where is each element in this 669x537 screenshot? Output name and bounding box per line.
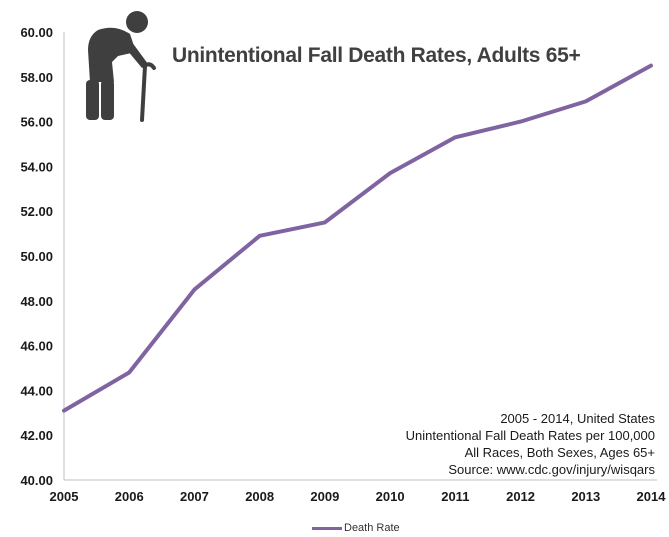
annotation-line: Source: www.cdc.gov/injury/wisqars (448, 462, 655, 477)
y-tick-label: 60.00 (20, 25, 53, 40)
elderly-person-with-cane-icon (86, 11, 156, 122)
x-tick-label: 2011 (441, 489, 469, 504)
axes (63, 32, 657, 481)
legend-swatch (312, 526, 342, 530)
x-tick-label: 2008 (245, 489, 274, 504)
annotation-line: Unintentional Fall Death Rates per 100,0… (405, 428, 655, 443)
x-tick-label: 2009 (310, 489, 339, 504)
series-line-death-rate (62, 63, 653, 413)
chart-legend: Death Rate (312, 522, 400, 534)
x-tick-label: 2012 (506, 489, 535, 504)
chart-annotation: 2005 - 2014, United States Unintentional… (406, 410, 655, 478)
y-tick-label: 52.00 (20, 204, 53, 219)
y-tick-label: 50.00 (20, 249, 53, 264)
y-tick-label: 46.00 (20, 339, 53, 354)
y-tick-label: 58.00 (20, 70, 53, 85)
y-tick-label: 42.00 (20, 428, 53, 443)
x-tick-label: 2006 (115, 489, 144, 504)
y-tick-label: 44.00 (20, 383, 53, 398)
x-tick-label: 2010 (376, 489, 405, 504)
x-tick-label: 2007 (180, 489, 209, 504)
x-tick-label: 2005 (50, 489, 79, 504)
series-layer (62, 63, 653, 413)
y-tick-label: 54.00 (20, 159, 53, 174)
y-tick-label: 48.00 (20, 294, 53, 309)
chart-title: Unintentional Fall Death Rates, Adults 6… (172, 44, 581, 67)
y-axis-ticks: 40.00 42.00 44.00 46.00 48.00 50.00 52.00 54.00… (20, 25, 53, 488)
x-axis-ticks: 2005 2006 2007 2008 2009 2010 2011 2012 2013 2014 (50, 489, 667, 504)
annotation-line: 2005 - 2014, United States (500, 411, 655, 426)
x-tick-label: 2014 (637, 489, 667, 504)
annotation-line: All Races, Both Sexes, Ages 65+ (464, 445, 655, 460)
x-tick-label: 2013 (571, 489, 600, 504)
y-tick-label: 56.00 (20, 115, 53, 130)
y-tick-label: 40.00 (20, 473, 53, 488)
legend-label: Death Rate (344, 522, 400, 534)
